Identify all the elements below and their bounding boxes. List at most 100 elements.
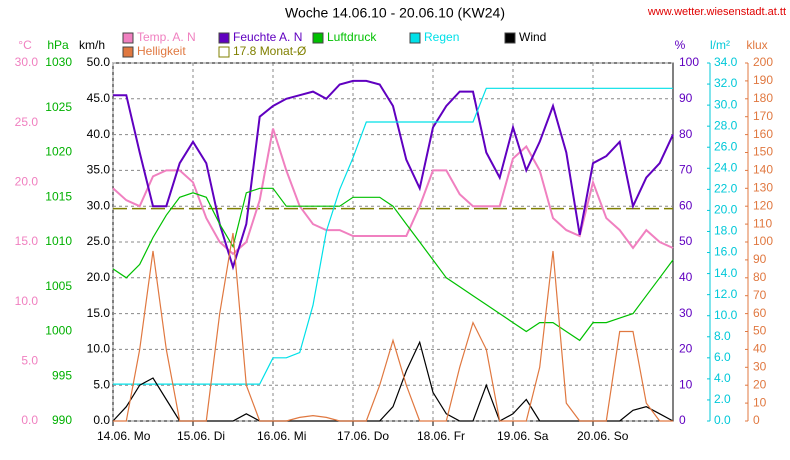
- axis-name: klux: [746, 38, 767, 52]
- y-tick-label: 4.0: [714, 371, 731, 385]
- y-tick-label: 60: [679, 198, 693, 212]
- y-tick-label: 30.0: [15, 55, 39, 69]
- y-tick-label: 0.0: [93, 413, 110, 427]
- legend-label: Helligkeit: [137, 44, 186, 58]
- y-tick-label: 80: [679, 127, 693, 141]
- y-tick-label: 34.0: [714, 55, 738, 69]
- y-tick-label: 14.0: [714, 266, 738, 280]
- y-tick-label: 10.0: [714, 308, 738, 322]
- legend-label: 17.8 Monat-Ø: [233, 44, 306, 58]
- y-tick-label: 8.0: [714, 329, 731, 343]
- y-tick-label: 70: [753, 288, 767, 302]
- x-tick-label: 16.06. Mi: [257, 429, 306, 443]
- y-tick-label: 30.0: [714, 97, 738, 111]
- y-tick-label: 15.0: [15, 234, 39, 248]
- y-tick-label: 200: [753, 55, 773, 69]
- y-tick-label: 995: [52, 368, 72, 382]
- y-tick-label: 0: [753, 413, 760, 427]
- y-tick-label: 25.0: [15, 115, 39, 129]
- y-tick-label: 5.0: [93, 377, 110, 391]
- y-tick-label: 10.0: [87, 342, 111, 356]
- y-tick-label: 18.0: [714, 224, 738, 238]
- y-tick-label: 28.0: [714, 118, 738, 132]
- y-tick-label: 70: [679, 163, 693, 177]
- legend-label: Wind: [519, 30, 546, 44]
- y-tick-label: 150: [753, 145, 773, 159]
- y-tick-label: 20: [753, 377, 767, 391]
- x-tick-label: 19.06. Sa: [497, 429, 549, 443]
- y-tick-label: 40: [679, 270, 693, 284]
- source: www.wetter.wiesenstadt.at.tt: [647, 6, 786, 18]
- x-tick-label: 14.06. Mo: [97, 429, 151, 443]
- y-tick-label: 60: [753, 306, 767, 320]
- y-tick-label: 24.0: [714, 160, 738, 174]
- y-tick-label: 0.0: [714, 413, 731, 427]
- legend-label: Regen: [424, 30, 459, 44]
- legend-swatch: [218, 46, 230, 58]
- series-line: [113, 79, 674, 271]
- y-tick-label: 6.0: [714, 350, 731, 364]
- y-tick-label: 40: [753, 342, 767, 356]
- y-tick-label: 30.0: [87, 198, 111, 212]
- y-tick-label: 30: [679, 306, 693, 320]
- y-tick-label: 80: [753, 270, 767, 284]
- y-tick-label: 20: [679, 342, 693, 356]
- y-tick-label: 90: [753, 252, 767, 266]
- y-tick-label: 130: [753, 180, 773, 194]
- y-tick-label: 40.0: [87, 127, 111, 141]
- series-line: [113, 232, 673, 422]
- axis-name: hPa: [47, 38, 69, 52]
- y-tick-label: 22.0: [714, 182, 738, 196]
- y-tick-label: 190: [753, 73, 773, 87]
- y-tick-label: 120: [753, 198, 773, 212]
- y-tick-label: 1000: [45, 324, 72, 338]
- y-tick-label: 180: [753, 91, 773, 105]
- y-tick-label: 110: [753, 216, 772, 230]
- y-tick-label: 45.0: [87, 91, 111, 105]
- y-tick-label: 20.0: [714, 203, 738, 217]
- y-tick-label: 15.0: [87, 306, 111, 320]
- legend-label: Feuchte A. N: [233, 30, 302, 44]
- x-tick-label: 18.06. Fr: [417, 429, 465, 443]
- chart-title: Woche 14.06.10 - 20.06.10 (KW24): [285, 5, 505, 21]
- legend-swatch: [218, 32, 230, 44]
- y-tick-label: 35.0: [87, 163, 111, 177]
- y-tick-label: 1015: [45, 189, 72, 203]
- axis-name: l/m²: [710, 38, 730, 52]
- y-tick-label: 90: [679, 91, 693, 105]
- y-tick-label: 50: [753, 324, 767, 338]
- y-tick-label: 100: [753, 234, 773, 248]
- series-line: [112, 187, 674, 342]
- axis-name: %: [675, 38, 686, 52]
- x-tick-label: 20.06. So: [577, 429, 629, 443]
- legend-swatch: [504, 32, 516, 44]
- y-tick-label: 16.0: [714, 245, 738, 259]
- y-tick-label: 1005: [45, 279, 72, 293]
- x-tick-label: 15.06. Di: [177, 429, 225, 443]
- y-tick-label: 20.0: [15, 175, 39, 189]
- y-tick-label: 20.0: [87, 270, 111, 284]
- y-tick-label: 1030: [45, 55, 72, 69]
- y-tick-label: 50.0: [87, 55, 111, 69]
- y-tick-label: 10: [753, 395, 767, 409]
- y-tick-label: 0: [679, 413, 686, 427]
- y-tick-label: 10: [679, 377, 693, 391]
- y-tick-label: 30: [753, 359, 767, 373]
- y-tick-label: 1010: [45, 234, 72, 248]
- y-tick-label: 12.0: [714, 287, 738, 301]
- y-tick-label: 26.0: [714, 139, 738, 153]
- y-tick-label: 10.0: [15, 294, 39, 308]
- y-tick-label: 1025: [45, 100, 72, 114]
- x-tick-label: 17.06. Do: [337, 429, 389, 443]
- y-tick-label: 0.0: [21, 413, 38, 427]
- legend-swatch: [122, 46, 134, 58]
- y-tick-label: 160: [753, 127, 773, 141]
- axis-name: km/h: [79, 38, 105, 52]
- y-tick-label: 2.0: [714, 392, 731, 406]
- y-tick-label: 100: [679, 55, 699, 69]
- legend-label: Luftdruck: [327, 30, 377, 44]
- legend-swatch: [312, 32, 324, 44]
- legend-label: Temp. A. N: [137, 30, 196, 44]
- y-tick-label: 25.0: [87, 234, 111, 248]
